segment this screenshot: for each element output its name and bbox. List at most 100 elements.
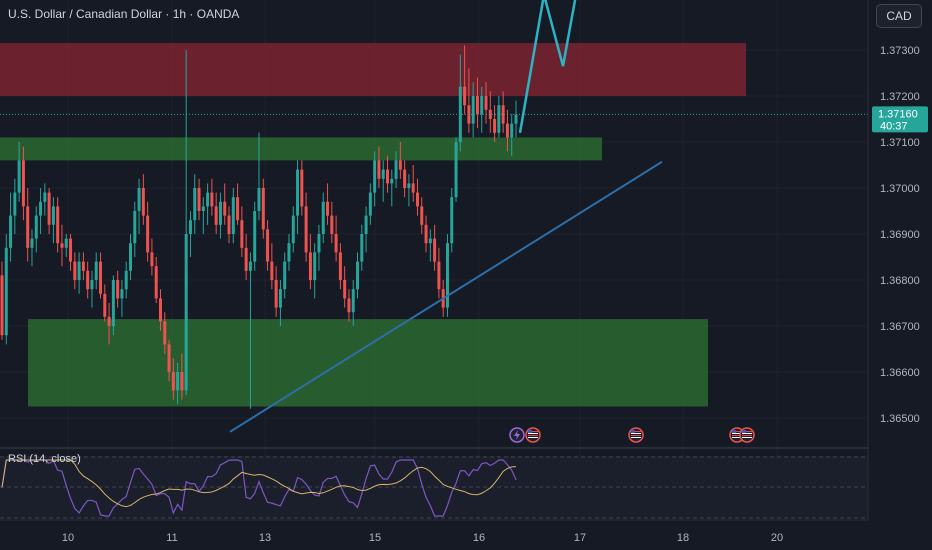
flag-canton	[631, 430, 635, 433]
y-tick-label: 1.36700	[880, 321, 920, 333]
candle-body	[321, 201, 325, 234]
candle-body	[493, 119, 497, 133]
candle-body	[287, 243, 291, 262]
flag-stripe	[631, 433, 641, 434]
candle	[111, 275, 115, 336]
candle	[501, 91, 505, 133]
candle	[253, 201, 257, 271]
candle-body	[154, 266, 158, 299]
candle	[347, 289, 351, 322]
candle-body	[368, 192, 372, 216]
candle	[120, 280, 124, 317]
candle-body	[180, 372, 184, 391]
candle	[86, 261, 90, 299]
candle-body	[317, 234, 321, 253]
rsi-title: RSI (14, close)	[8, 453, 81, 465]
flag-canton	[528, 430, 532, 433]
flag-stripe	[631, 431, 641, 432]
candle	[193, 174, 197, 234]
candle	[69, 234, 73, 271]
candle	[176, 362, 180, 405]
candle	[505, 109, 509, 152]
candle	[424, 215, 428, 253]
candle	[167, 339, 171, 382]
candle-body	[0, 275, 4, 336]
candle-body	[424, 224, 428, 244]
candle-body	[458, 86, 462, 142]
candle-body	[236, 197, 240, 221]
drawings-layer	[0, 0, 868, 433]
candle-body	[386, 169, 389, 184]
us-flag-event-icon	[628, 427, 644, 443]
candle	[240, 206, 244, 257]
candle-body	[450, 197, 454, 244]
candle-body	[43, 192, 47, 202]
candle-body	[420, 206, 424, 225]
candle-body	[407, 183, 411, 188]
candle	[47, 188, 51, 234]
candle-body	[300, 169, 304, 207]
x-tick-label: 15	[369, 532, 381, 544]
candle	[257, 132, 261, 221]
candle-body	[94, 261, 98, 280]
candle-body	[283, 261, 287, 290]
candle	[210, 178, 214, 216]
currency-button[interactable]: CAD	[876, 4, 922, 28]
candle-body	[86, 270, 90, 290]
candle-body	[184, 234, 188, 391]
candle	[437, 247, 441, 299]
candle	[471, 82, 475, 138]
candle-body	[398, 160, 402, 170]
candle	[287, 234, 291, 271]
flag-stripe	[732, 437, 742, 438]
candle	[266, 220, 270, 271]
flag-stripe	[742, 435, 752, 436]
candle	[223, 183, 227, 225]
candle-body	[484, 96, 488, 110]
candle	[317, 224, 321, 271]
candle-body	[34, 215, 38, 239]
candle	[270, 243, 274, 290]
candles-layer	[0, 45, 518, 409]
y-tick-label: 1.36800	[880, 275, 920, 287]
candle-body	[60, 243, 64, 248]
candle-body	[497, 105, 501, 133]
candle-body	[326, 201, 330, 216]
candle-body	[201, 206, 205, 211]
candle	[248, 252, 252, 409]
flag-canton	[732, 430, 736, 433]
candle-body	[475, 96, 479, 115]
candle	[415, 178, 419, 216]
flag-stripe	[528, 433, 538, 434]
candle	[488, 91, 492, 133]
candle-body	[343, 280, 347, 299]
candle-body	[158, 298, 162, 322]
candle	[141, 174, 145, 225]
candle-body	[210, 192, 214, 207]
candle-body	[116, 280, 120, 299]
candle	[326, 183, 330, 225]
x-tick-label: 10	[62, 532, 74, 544]
symbol-title: U.S. Dollar / Canadian Dollar · 1h · OAN…	[8, 7, 240, 21]
candle	[381, 160, 385, 202]
candle	[390, 169, 394, 207]
candle	[445, 234, 449, 317]
candle	[497, 96, 501, 138]
candle	[343, 266, 347, 308]
candle-body	[433, 238, 437, 262]
candle-body	[197, 188, 201, 211]
candle-body	[26, 206, 30, 248]
candle-body	[39, 201, 43, 216]
candle	[81, 252, 85, 280]
support-zone	[28, 319, 708, 407]
candle	[450, 188, 454, 253]
candle-body	[64, 238, 68, 248]
candle	[103, 284, 107, 322]
candle-body	[30, 238, 34, 248]
candle	[188, 211, 192, 257]
candle	[368, 183, 372, 225]
candle	[244, 234, 248, 280]
candle-body	[437, 261, 441, 290]
